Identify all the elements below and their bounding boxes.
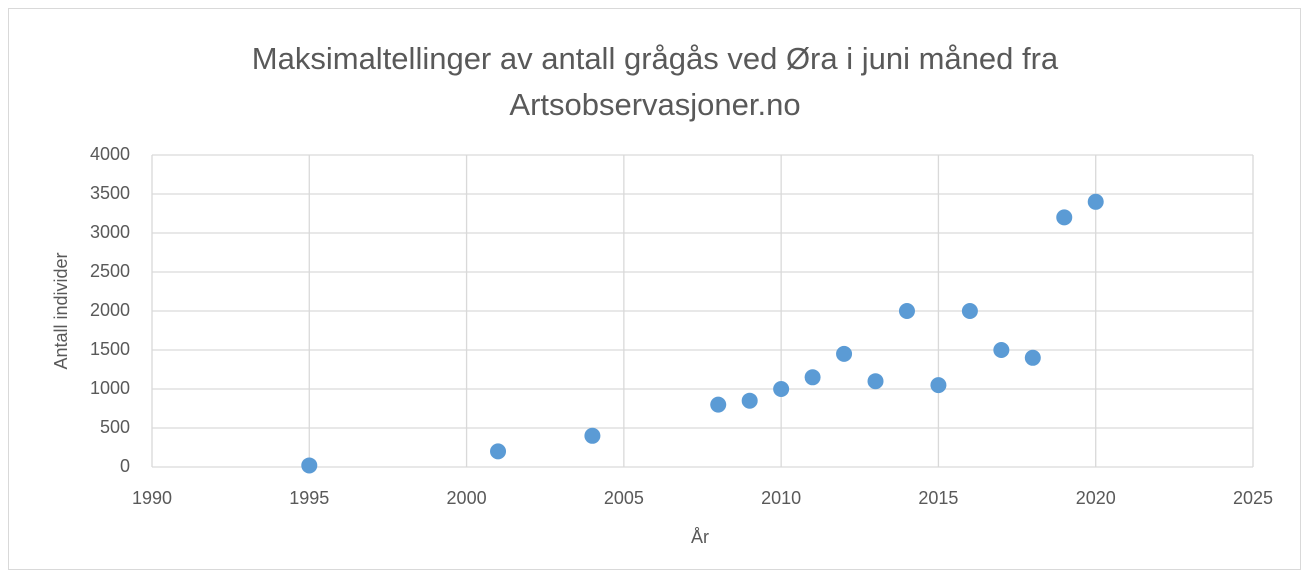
y-tick-label: 1000	[90, 378, 130, 398]
y-axis-label: Antall individer	[51, 252, 71, 369]
x-tick-label: 2025	[1233, 488, 1273, 508]
x-axis-label: År	[691, 527, 709, 547]
data-point	[584, 427, 601, 444]
data-point	[301, 457, 318, 474]
x-tick-label: 1995	[289, 488, 329, 508]
data-point	[930, 377, 947, 394]
x-tick-label: 1990	[132, 488, 172, 508]
x-tick-label: 2020	[1076, 488, 1116, 508]
data-point	[710, 396, 727, 413]
y-tick-label: 3000	[90, 222, 130, 242]
y-tick-label: 2000	[90, 300, 130, 320]
data-point	[836, 345, 853, 362]
y-tick-label: 0	[120, 456, 130, 476]
data-point	[741, 392, 758, 409]
data-point	[1056, 209, 1073, 226]
y-tick-label: 3500	[90, 183, 130, 203]
data-point	[490, 443, 507, 460]
data-point	[867, 373, 884, 390]
data-point	[804, 369, 821, 386]
data-point	[1087, 193, 1104, 210]
x-tick-label: 2015	[918, 488, 958, 508]
x-tick-label: 2005	[604, 488, 644, 508]
data-point	[993, 342, 1010, 358]
data-point	[898, 303, 915, 319]
y-tick-label: 1500	[90, 339, 130, 359]
x-tick-label: 2000	[447, 488, 487, 508]
chart-border	[8, 8, 1301, 570]
data-point	[1024, 349, 1041, 366]
y-tick-label: 4000	[90, 144, 130, 164]
y-tick-label: 2500	[90, 261, 130, 281]
data-point	[961, 303, 978, 319]
y-tick-label: 500	[100, 417, 130, 437]
x-tick-label: 2010	[761, 488, 801, 508]
chart-title: Maksimaltellinger av antall grågås ved Ø…	[251, 41, 1059, 122]
data-point	[773, 381, 790, 397]
